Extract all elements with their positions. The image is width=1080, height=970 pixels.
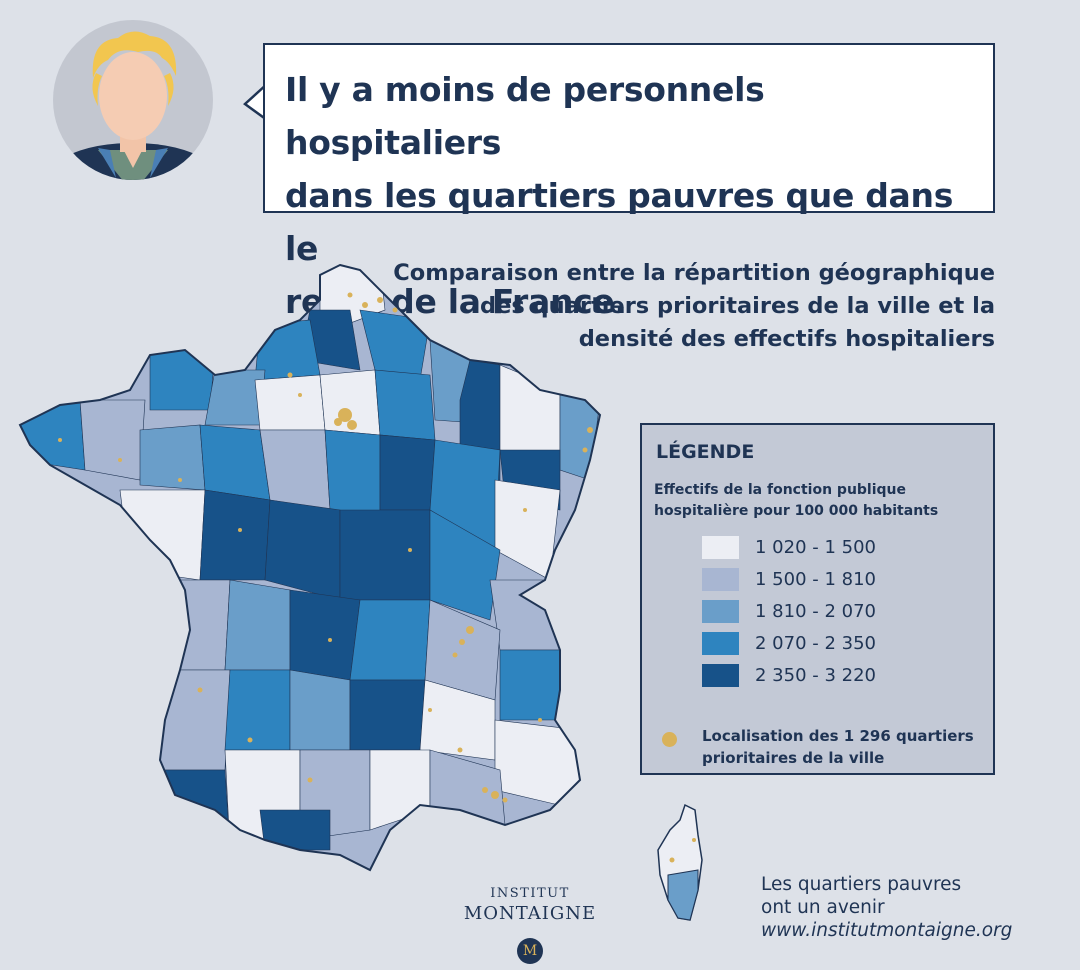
legend-subtitle: Effectifs de la fonction publique hospit…	[654, 482, 939, 519]
legend-class: 2 350 - 3 220	[702, 663, 876, 687]
legend-swatch	[702, 663, 739, 687]
map-subtitle: Comparaison entre la répartition géograp…	[393, 260, 995, 352]
logo-line2: MONTAIGNE	[463, 903, 597, 924]
footer: Les quartiers pauvres ont un avenir www.…	[761, 873, 1012, 942]
legend-class: 1 500 - 1 810	[702, 567, 876, 591]
legend-title: LÉGENDE	[656, 441, 755, 463]
logo-line1: INSTITUT	[490, 886, 570, 901]
legend-swatch	[702, 567, 739, 591]
footer-line1: Les quartiers pauvres	[761, 874, 962, 895]
legend-class-label: 2 070 - 2 350	[755, 632, 876, 654]
legend-swatch	[702, 599, 739, 623]
speech-bubble: Il y a moins de personnels hospitaliers …	[263, 43, 995, 321]
legend-class-label: 1 810 - 2 070	[755, 600, 876, 622]
legend-class: 1 810 - 2 070	[702, 599, 876, 623]
bubble-tail	[243, 83, 268, 122]
legend-panel: LÉGENDE Effectifs de la fonction publiqu…	[640, 423, 995, 775]
legend-class-label: 2 350 - 3 220	[755, 664, 876, 686]
france-map	[18, 263, 602, 872]
legend-class-label: 1 500 - 1 810	[755, 568, 876, 590]
avatar	[53, 20, 213, 180]
institut-montaigne-logo: INSTITUT MONTAIGNE M	[455, 886, 605, 964]
logo-emblem-icon: M	[517, 938, 543, 964]
corsica-map	[657, 803, 703, 921]
footer-url: www.institutmontaigne.org	[761, 920, 1013, 941]
legend-dot-label: Localisation des 1 296 quartiers priorit…	[702, 727, 974, 767]
quartier-dot-icon	[662, 732, 677, 747]
quartiers-dots	[58, 292, 593, 803]
legend-dot-row: Localisation des 1 296 quartiers priorit…	[662, 725, 982, 769]
legend-swatch	[702, 535, 739, 559]
footer-line2: ont un avenir	[761, 897, 885, 918]
legend-class-label: 1 020 - 1 500	[755, 536, 876, 558]
legend-class: 1 020 - 1 500	[702, 535, 876, 559]
legend-swatch	[702, 631, 739, 655]
legend-class: 2 070 - 2 350	[702, 631, 876, 655]
